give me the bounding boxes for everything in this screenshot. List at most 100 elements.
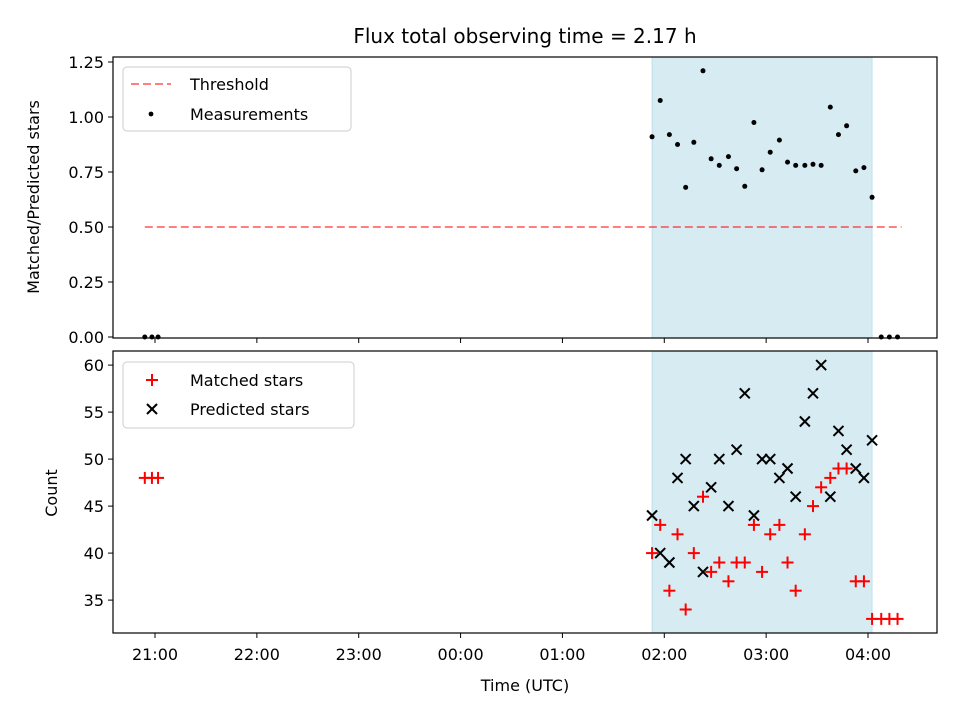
measurement-point bbox=[878, 334, 884, 340]
measurement-point bbox=[776, 137, 782, 143]
measurement-point bbox=[734, 166, 740, 172]
x-tick-label: 01:00 bbox=[539, 645, 585, 664]
matched-stars-legend-plus-icon bbox=[146, 374, 158, 386]
predicted-star-point bbox=[722, 500, 735, 512]
bottom-y-tick-label: 35 bbox=[84, 591, 104, 610]
measurement-point bbox=[708, 156, 714, 162]
measurement-point bbox=[725, 154, 731, 160]
bottom-axes-frame bbox=[112, 350, 938, 634]
bottom-y-tick-label: 45 bbox=[84, 497, 104, 516]
predicted-star-point bbox=[850, 462, 862, 475]
matched-star-point bbox=[781, 556, 794, 569]
matched-star-point bbox=[764, 528, 777, 541]
predicted-star-point bbox=[781, 462, 794, 475]
legend-predicted-stars-label: Predicted stars bbox=[190, 400, 310, 419]
matched-star-point bbox=[798, 528, 811, 541]
measurement-point bbox=[861, 165, 867, 171]
top-axes-frame bbox=[112, 56, 938, 339]
predicted-star-point bbox=[713, 453, 725, 465]
bottom-observing-span bbox=[651, 350, 873, 634]
measurement-point bbox=[691, 139, 697, 145]
measurement-point bbox=[700, 68, 706, 74]
measurement-point bbox=[818, 162, 824, 168]
predicted-star-point bbox=[697, 566, 709, 578]
predicted-star-point bbox=[705, 481, 717, 494]
predicted-star-point bbox=[789, 490, 802, 503]
matched-star-point bbox=[747, 518, 760, 531]
measurement-point bbox=[666, 132, 672, 138]
predicted-star-point bbox=[730, 443, 743, 456]
matched-star-point bbox=[152, 471, 165, 484]
x-tick-label: 02:00 bbox=[641, 645, 687, 664]
predicted-star-point bbox=[756, 453, 768, 465]
measurement-point bbox=[853, 168, 859, 174]
measurement-point bbox=[649, 134, 655, 140]
top-legend-box bbox=[122, 66, 352, 132]
predicted-stars-legend-x-icon bbox=[146, 403, 158, 415]
predicted-star-point bbox=[840, 443, 853, 456]
predicted-star-point bbox=[679, 453, 692, 465]
matched-star-point bbox=[646, 547, 659, 560]
bottom-y-tick-label: 40 bbox=[84, 544, 104, 563]
measurement-point bbox=[751, 120, 757, 125]
predicted-star-point bbox=[832, 425, 845, 437]
predicted-star-point bbox=[764, 453, 776, 465]
top-observing-span bbox=[651, 56, 873, 339]
measurement-point bbox=[802, 162, 808, 168]
matched-star-point bbox=[696, 490, 709, 503]
top-panel: 0.00 0.25 0.50 0.75 1.00 1.25 Matched/Predict… bbox=[24, 53, 938, 347]
predicted-star-point bbox=[807, 387, 819, 400]
measurement-point bbox=[886, 334, 892, 340]
measurement-point bbox=[895, 334, 901, 340]
top-y-tick-label: 1.00 bbox=[68, 108, 104, 127]
matched-star-point bbox=[756, 565, 769, 578]
matched-star-point bbox=[679, 603, 692, 616]
bottom-y-tick-label: 60 bbox=[84, 356, 104, 375]
matched-star-point bbox=[654, 518, 667, 531]
measurement-point bbox=[785, 159, 791, 165]
matched-star-point bbox=[824, 471, 837, 484]
chart-title: Flux total observing time = 2.17 h bbox=[353, 24, 696, 48]
x-tick-label: 21:00 bbox=[132, 645, 178, 664]
matched-star-point bbox=[671, 528, 684, 541]
measurement-point bbox=[683, 184, 689, 190]
measurement-point bbox=[827, 104, 833, 110]
x-tick-label: 23:00 bbox=[336, 645, 382, 664]
matched-star-point bbox=[840, 462, 853, 475]
predicted-star-point bbox=[824, 490, 837, 503]
bottom-legend: Matched stars Predicted stars bbox=[122, 361, 355, 429]
measurement-point bbox=[675, 142, 681, 147]
matched-star-point bbox=[738, 556, 751, 569]
matched-star-point bbox=[687, 547, 700, 560]
legend-threshold-label: Threshold bbox=[189, 75, 269, 94]
predicted-star-point bbox=[866, 434, 878, 447]
matched-star-point bbox=[722, 575, 735, 588]
predicted-star-point bbox=[646, 509, 658, 522]
legend-matched-stars-label: Matched stars bbox=[190, 371, 303, 390]
measurement-point bbox=[869, 194, 875, 200]
matched-star-point bbox=[857, 575, 870, 588]
x-tick-label: 00:00 bbox=[438, 645, 484, 664]
top-y-tick-label: 0.00 bbox=[68, 328, 104, 347]
measurement-point bbox=[155, 334, 161, 340]
measurement-point bbox=[835, 132, 841, 138]
legend-measurements-label: Measurements bbox=[190, 105, 308, 124]
bottom-y-tick-label: 50 bbox=[84, 450, 104, 469]
measurement-point bbox=[793, 162, 799, 168]
top-y-tick-label: 0.25 bbox=[68, 273, 104, 292]
bottom-y-tick-label: 55 bbox=[84, 403, 104, 422]
predicted-star-point bbox=[654, 547, 666, 559]
top-y-axis-label: Matched/Predicted stars bbox=[24, 100, 43, 294]
matched-star-point bbox=[815, 481, 828, 494]
predicted-star-point bbox=[748, 509, 760, 522]
measurement-point bbox=[657, 98, 663, 103]
top-y-tick-label: 0.75 bbox=[68, 163, 104, 182]
bottom-legend-box bbox=[122, 361, 355, 429]
predicted-star-point bbox=[799, 415, 811, 428]
top-legend: Threshold Measurements bbox=[122, 66, 352, 132]
x-tick-label: 22:00 bbox=[234, 645, 280, 664]
measurement-point bbox=[716, 162, 722, 168]
measurements-legend-dot-icon bbox=[148, 111, 154, 117]
predicted-star-point bbox=[663, 556, 676, 569]
